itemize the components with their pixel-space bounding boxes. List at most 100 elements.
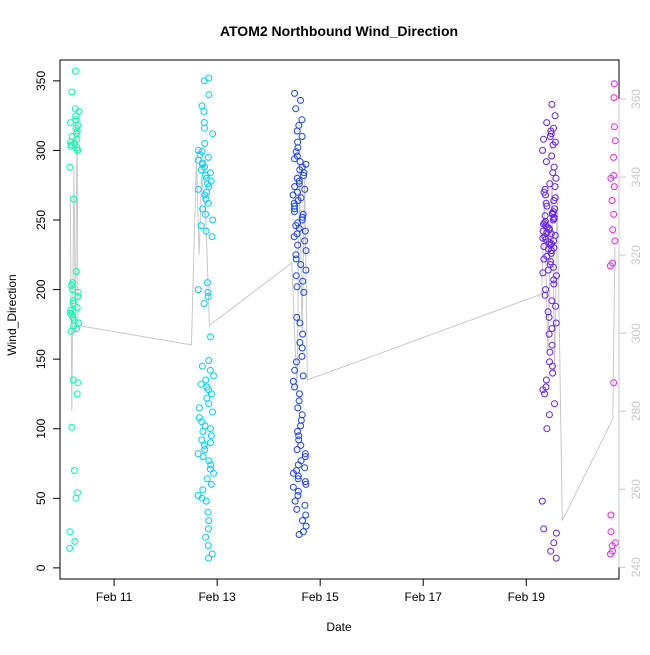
data-point bbox=[543, 229, 551, 236]
data-point bbox=[541, 291, 549, 299]
data-point bbox=[73, 325, 80, 332]
y2-tick-label: 320 bbox=[629, 245, 643, 265]
y2-tick-label: 360 bbox=[629, 89, 643, 109]
data-point bbox=[548, 247, 555, 255]
data-point bbox=[302, 480, 310, 488]
data-point bbox=[549, 263, 557, 271]
data-point bbox=[69, 297, 77, 305]
data-point bbox=[208, 550, 216, 558]
data-point bbox=[552, 554, 560, 562]
data-point bbox=[200, 108, 208, 115]
data-point bbox=[300, 172, 308, 179]
data-point bbox=[547, 547, 555, 555]
data-point bbox=[207, 333, 214, 341]
data-point bbox=[201, 140, 209, 147]
data-point bbox=[68, 281, 76, 289]
data-point bbox=[204, 508, 212, 516]
data-point bbox=[301, 450, 309, 458]
data-point bbox=[73, 390, 81, 398]
data-point bbox=[67, 119, 74, 127]
data-point bbox=[610, 183, 618, 191]
data-point bbox=[544, 266, 552, 274]
data-point bbox=[72, 67, 79, 75]
data-point bbox=[607, 511, 615, 519]
data-point bbox=[301, 478, 309, 486]
data-point bbox=[542, 191, 549, 199]
data-point bbox=[302, 266, 310, 274]
data-point bbox=[552, 319, 560, 327]
data-point bbox=[207, 461, 215, 469]
data-point bbox=[198, 362, 206, 370]
y-tick-label: 200 bbox=[34, 279, 48, 299]
data-point bbox=[291, 155, 298, 163]
data-point bbox=[302, 247, 310, 255]
data-point bbox=[299, 330, 307, 338]
data-point bbox=[610, 210, 618, 218]
y-tick-label: 0 bbox=[34, 564, 48, 571]
data-point bbox=[293, 505, 301, 513]
data-point bbox=[205, 457, 213, 465]
data-point bbox=[297, 422, 305, 430]
data-point bbox=[611, 137, 619, 145]
data-point bbox=[548, 152, 556, 160]
data-point bbox=[72, 268, 80, 275]
data-point bbox=[610, 94, 618, 102]
data-point bbox=[66, 309, 74, 317]
y-axis: 0 50 100 150 200 250 300 350 bbox=[34, 71, 61, 571]
data-point bbox=[543, 202, 551, 210]
x-tick-label: Feb 17 bbox=[405, 590, 443, 604]
data-point bbox=[545, 411, 553, 419]
data-point bbox=[205, 91, 213, 99]
data-point bbox=[295, 432, 303, 440]
data-point bbox=[301, 453, 309, 461]
data-point bbox=[539, 146, 547, 154]
data-point bbox=[70, 467, 78, 474]
data-point bbox=[289, 483, 297, 491]
data-point bbox=[292, 251, 300, 259]
data-point bbox=[205, 517, 213, 525]
data-point bbox=[291, 366, 299, 374]
data-point bbox=[199, 205, 207, 213]
data-point bbox=[73, 304, 81, 312]
data-point bbox=[552, 174, 560, 182]
data-point bbox=[73, 135, 81, 143]
data-point bbox=[541, 390, 549, 398]
data-point bbox=[299, 372, 307, 380]
data-point bbox=[207, 390, 215, 398]
data-point bbox=[67, 307, 74, 314]
data-point bbox=[202, 533, 210, 541]
data-point bbox=[74, 288, 82, 296]
y-tick-label: 50 bbox=[34, 491, 48, 505]
data-point bbox=[301, 227, 309, 235]
data-point bbox=[607, 528, 615, 536]
data-point bbox=[71, 537, 79, 545]
data-point bbox=[551, 112, 559, 120]
data-point bbox=[543, 425, 551, 433]
data-point bbox=[195, 404, 203, 412]
data-point bbox=[545, 330, 553, 338]
data-point bbox=[209, 216, 217, 224]
secondary-y-axis: 240 260 280 300 320 340 360 bbox=[618, 89, 643, 577]
x-tick-label: Feb 11 bbox=[96, 590, 133, 604]
data-point bbox=[203, 475, 211, 483]
chart-title: ATOM2 Northbound Wind_Direction bbox=[220, 23, 458, 39]
data-point bbox=[199, 428, 207, 435]
data-point bbox=[302, 511, 310, 519]
data-point bbox=[548, 101, 556, 108]
data-point bbox=[69, 300, 77, 307]
data-point bbox=[201, 124, 208, 132]
y2-tick-label: 340 bbox=[629, 167, 643, 187]
data-point bbox=[295, 397, 303, 405]
data-point bbox=[542, 199, 550, 207]
data-point bbox=[301, 185, 309, 193]
data-point bbox=[292, 105, 300, 113]
x-tick-label: Feb 19 bbox=[508, 590, 546, 604]
data-point bbox=[610, 80, 618, 88]
data-point bbox=[611, 237, 619, 245]
data-point bbox=[74, 293, 82, 300]
x-axis-label: Date bbox=[326, 620, 352, 634]
data-point bbox=[207, 439, 214, 447]
points-layer bbox=[66, 67, 619, 562]
data-point bbox=[297, 261, 305, 268]
data-point bbox=[296, 390, 303, 398]
